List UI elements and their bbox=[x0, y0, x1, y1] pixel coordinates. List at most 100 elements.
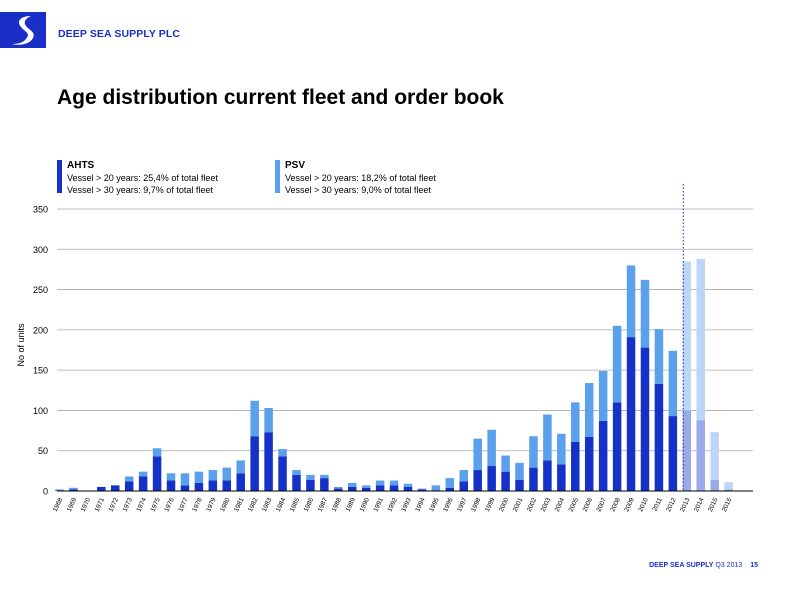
legend-title-psv: PSV bbox=[285, 160, 306, 171]
bar-psv-2005 bbox=[571, 402, 580, 442]
bar-ahts-1980 bbox=[222, 480, 232, 491]
y-tick-label: 100 bbox=[33, 406, 48, 416]
bar-psv-2015 bbox=[710, 432, 719, 480]
bar-ahts-1975 bbox=[152, 456, 162, 491]
y-axis-label: No of units bbox=[16, 323, 26, 367]
bar-psv-1995 bbox=[431, 485, 441, 491]
y-tick-label: 300 bbox=[33, 245, 48, 255]
bar-psv-1989 bbox=[347, 482, 357, 487]
bar-ahts-2002 bbox=[529, 467, 538, 491]
x-tick-label: 2016 bbox=[721, 497, 734, 513]
x-tick-label: 2008 bbox=[609, 497, 622, 513]
legend-swatch-ahts bbox=[57, 160, 62, 193]
x-tick-label: 2013 bbox=[679, 497, 692, 513]
x-tick-label: 1974 bbox=[135, 497, 148, 513]
bar-psv-1982 bbox=[250, 400, 259, 437]
x-tick-label: 1982 bbox=[247, 497, 260, 513]
bar-psv-2003 bbox=[543, 414, 552, 461]
bar-ahts-2009 bbox=[626, 337, 636, 491]
x-tick-label: 1972 bbox=[108, 497, 121, 513]
y-tick-label: 150 bbox=[33, 366, 48, 376]
y-tick-label: 350 bbox=[33, 205, 48, 215]
x-tick-label: 1999 bbox=[484, 497, 497, 513]
bar-psv-1986 bbox=[306, 474, 315, 480]
bar-ahts-2010 bbox=[640, 347, 650, 491]
x-tick-label: 1987 bbox=[317, 497, 330, 513]
bar-ahts-1997 bbox=[459, 481, 469, 491]
bar-psv-2009 bbox=[626, 265, 636, 338]
footer: DEEP SEA SUPPLY Q3 2013 15 bbox=[649, 562, 758, 569]
bar-ahts-2006 bbox=[584, 437, 594, 491]
bar-psv-1978 bbox=[194, 471, 204, 483]
bar-psv-1981 bbox=[236, 460, 245, 474]
x-tick-label: 1993 bbox=[400, 497, 413, 513]
bar-ahts-2003 bbox=[543, 460, 552, 491]
bar-ahts-2013 bbox=[682, 410, 692, 491]
bar-ahts-1998 bbox=[473, 470, 482, 491]
bar-psv-1984 bbox=[278, 449, 287, 457]
x-tick-label: 2015 bbox=[707, 497, 720, 513]
bar-psv-1992 bbox=[389, 480, 399, 486]
x-tick-label: 1994 bbox=[414, 497, 427, 513]
bar-psv-2002 bbox=[529, 436, 538, 468]
bar-psv-1968 bbox=[55, 489, 64, 491]
bar-psv-1996 bbox=[445, 478, 455, 488]
bar-psv-2016 bbox=[724, 482, 733, 490]
bar-ahts-1981 bbox=[236, 473, 245, 491]
bar-ahts-1976 bbox=[166, 480, 176, 491]
bar-psv-2010 bbox=[640, 279, 650, 348]
page-number: 15 bbox=[750, 562, 758, 569]
bar-ahts-1974 bbox=[138, 476, 148, 491]
bar-ahts-1999 bbox=[487, 466, 496, 491]
x-tick-label: 1971 bbox=[94, 497, 107, 513]
company-logo bbox=[0, 12, 46, 48]
legend-swatch-psv bbox=[275, 160, 280, 193]
x-tick-label: 1998 bbox=[470, 497, 483, 513]
x-tick-label: 1973 bbox=[122, 497, 135, 513]
bar-ahts-2012 bbox=[668, 416, 678, 491]
x-tick-label: 1979 bbox=[205, 497, 218, 513]
footer-brand: DEEP SEA SUPPLY bbox=[649, 562, 714, 569]
legend-line-ahts-30: Vessel > 30 years: 9,7% of total fleet bbox=[67, 185, 213, 195]
company-name: DEEP SEA SUPPLY PLC bbox=[58, 28, 181, 40]
bar-psv-1998 bbox=[473, 438, 482, 471]
x-tick-label: 1969 bbox=[66, 497, 79, 513]
bar-ahts-2008 bbox=[612, 402, 622, 491]
x-tick-label: 1997 bbox=[456, 497, 469, 513]
bar-psv-2001 bbox=[515, 462, 524, 480]
x-tick-label: 1975 bbox=[149, 497, 162, 513]
bar-ahts-1984 bbox=[278, 456, 287, 491]
bar-ahts-1989 bbox=[347, 486, 357, 491]
bar-psv-2004 bbox=[557, 433, 566, 465]
x-tick-label: 1968 bbox=[52, 497, 65, 513]
bar-ahts-2004 bbox=[557, 464, 566, 491]
bar-ahts-1979 bbox=[208, 480, 218, 491]
bar-ahts-1992 bbox=[389, 485, 399, 491]
x-tick-label: 1977 bbox=[177, 497, 190, 513]
bar-ahts-1993 bbox=[403, 486, 413, 491]
bar-ahts-1986 bbox=[306, 479, 315, 491]
x-tick-label: 1996 bbox=[442, 497, 455, 513]
bar-ahts-1996 bbox=[445, 487, 455, 491]
bar-psv-1990 bbox=[361, 485, 371, 488]
x-tick-label: 2009 bbox=[623, 497, 636, 513]
bar-psv-2008 bbox=[612, 325, 622, 403]
x-tick-label: 1988 bbox=[331, 497, 344, 513]
bar-ahts-1973 bbox=[124, 481, 134, 491]
bar-psv-2013 bbox=[682, 261, 692, 411]
legend-line-ahts-20: Vessel > 20 years: 25,4% of total fleet bbox=[67, 173, 218, 183]
bar-psv-1976 bbox=[166, 473, 176, 481]
bar-ahts-1990 bbox=[361, 487, 371, 491]
bar-psv-2007 bbox=[598, 370, 608, 421]
bar-psv-1985 bbox=[292, 470, 301, 475]
x-tick-label: 2011 bbox=[651, 497, 663, 513]
x-tick-label: 2007 bbox=[596, 497, 609, 513]
bar-psv-1994 bbox=[417, 488, 427, 490]
x-tick-label: 1995 bbox=[428, 497, 441, 513]
bar-ahts-2014 bbox=[696, 420, 705, 491]
bar-ahts-2005 bbox=[571, 441, 580, 491]
y-tick-label: 250 bbox=[33, 285, 48, 295]
legend-title-ahts: AHTS bbox=[67, 160, 95, 171]
x-tick-label: 2006 bbox=[582, 497, 595, 513]
bar-psv-1980 bbox=[222, 467, 232, 481]
